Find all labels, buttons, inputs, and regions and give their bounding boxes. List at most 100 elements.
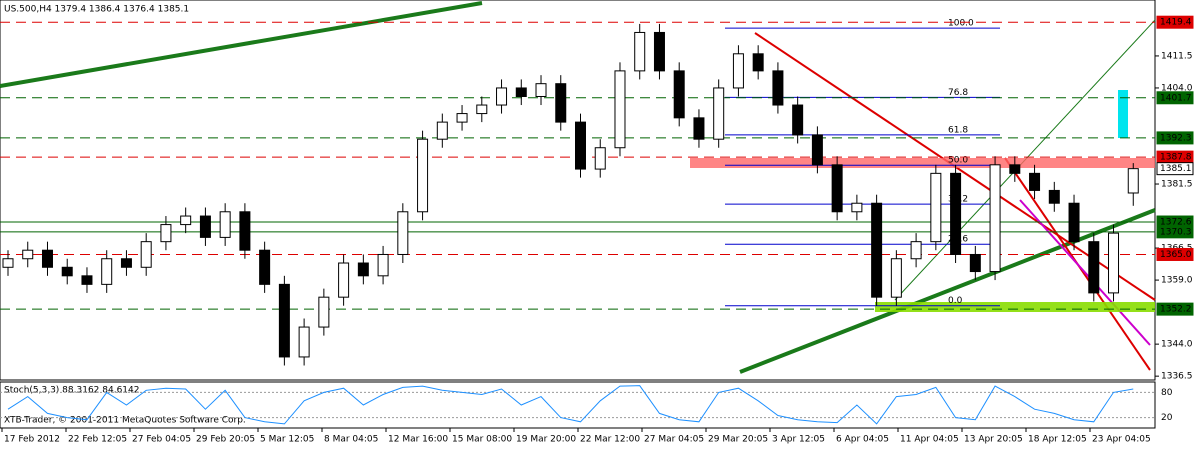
fibo-label: 0.0 bbox=[948, 296, 963, 306]
candle-body bbox=[180, 215, 192, 226]
x-tick-label: 11 Apr 04:05 bbox=[900, 435, 959, 445]
y-tick-label: 1411.5 bbox=[1161, 51, 1193, 61]
fibo-label: 50.0 bbox=[948, 156, 968, 166]
x-tick-label: 27 Mar 04:05 bbox=[644, 435, 704, 445]
level-label: 1365.0 bbox=[1160, 250, 1192, 260]
candle-body bbox=[259, 249, 271, 285]
y-tick-label: 1336.5 bbox=[1161, 372, 1193, 382]
level-box bbox=[1156, 225, 1194, 239]
x-tick-label: 29 Feb 20:05 bbox=[196, 435, 255, 445]
chart-title: US.500,H4 1379.4 1386.4 1376.4 1385.1 bbox=[4, 5, 189, 15]
candle-body bbox=[555, 83, 567, 123]
candle-body bbox=[278, 283, 290, 358]
candle-body bbox=[634, 31, 646, 72]
x-tick-label: 18 Apr 12:05 bbox=[1028, 435, 1087, 445]
fibo-label: 61.8 bbox=[948, 125, 968, 135]
candle-body bbox=[81, 275, 93, 285]
candle-body bbox=[1088, 241, 1100, 294]
candle-body bbox=[1068, 202, 1080, 243]
candle-body bbox=[397, 211, 409, 255]
level-label: 1387.8 bbox=[1160, 153, 1192, 163]
fibo-label: 100.0 bbox=[948, 19, 974, 29]
candle-body bbox=[338, 262, 350, 298]
candle-body bbox=[693, 117, 705, 140]
main-pane bbox=[0, 0, 1156, 381]
candle-body bbox=[61, 266, 73, 277]
x-tick-label: 13 Apr 20:05 bbox=[964, 435, 1023, 445]
candle-body bbox=[417, 138, 429, 213]
candle-body bbox=[101, 258, 113, 285]
trendlines bbox=[0, 1, 1156, 374]
candle-body bbox=[1029, 172, 1041, 191]
candle-body bbox=[22, 249, 34, 260]
candle-body bbox=[436, 121, 448, 140]
level-label: 1392.3 bbox=[1160, 133, 1192, 143]
stoch-tick-label: 20 bbox=[1161, 413, 1173, 423]
candle-body bbox=[792, 104, 804, 136]
candle-body bbox=[1048, 189, 1060, 204]
candle-body bbox=[357, 262, 369, 277]
y-tick-label: 1344.0 bbox=[1161, 340, 1193, 350]
candle-body bbox=[950, 172, 962, 255]
fibo-label: 76.8 bbox=[948, 88, 968, 98]
x-tick-label: 27 Feb 04:05 bbox=[132, 435, 191, 445]
stoch-label: Stoch(5,3,3) 88.3162 84.6142 bbox=[4, 386, 139, 396]
level-label: 1370.3 bbox=[1160, 227, 1192, 237]
candle-body bbox=[1108, 232, 1120, 294]
x-tick-label: 8 Mar 04:05 bbox=[324, 435, 378, 445]
candle-body bbox=[713, 87, 725, 140]
level-box bbox=[1156, 302, 1194, 316]
candle-body bbox=[989, 164, 1001, 273]
candle-body bbox=[772, 70, 784, 106]
candle-body bbox=[890, 258, 902, 298]
candle-body bbox=[811, 134, 823, 166]
candle-body bbox=[752, 53, 764, 72]
level-label: 1372.6 bbox=[1160, 218, 1192, 228]
candle-body bbox=[673, 70, 685, 119]
level-label: 1401.7 bbox=[1160, 93, 1192, 103]
level-box bbox=[1156, 247, 1194, 261]
stoch-tick-label: 80 bbox=[1161, 388, 1173, 398]
candle-body bbox=[318, 296, 330, 328]
candle-body bbox=[120, 258, 132, 268]
candle-body bbox=[515, 87, 527, 97]
candle-body bbox=[930, 172, 942, 243]
candle-body bbox=[594, 147, 606, 170]
footer: XTB-Trader, © 2001-2011 MetaQuotes Softw… bbox=[4, 416, 246, 426]
candle-body bbox=[653, 31, 665, 72]
candle-body bbox=[219, 211, 231, 238]
level-box bbox=[1156, 131, 1194, 145]
candle-body bbox=[2, 258, 14, 268]
x-tick-label: 22 Mar 12:00 bbox=[580, 435, 640, 445]
level-box bbox=[1156, 162, 1194, 176]
candle-body bbox=[456, 113, 468, 123]
candle-body bbox=[732, 53, 744, 89]
stoch-line bbox=[7, 385, 1134, 425]
candle-body bbox=[476, 104, 488, 115]
level-label: 1419.4 bbox=[1160, 18, 1192, 28]
candle-body bbox=[535, 83, 547, 97]
candle-body bbox=[377, 253, 389, 277]
x-tick-label: 15 Mar 08:00 bbox=[452, 435, 512, 445]
x-tick-label: 6 Apr 04:05 bbox=[836, 435, 889, 445]
candle-body bbox=[910, 241, 922, 260]
candle-body bbox=[851, 202, 863, 213]
x-tick-label: 22 Feb 12:05 bbox=[68, 435, 127, 445]
x-tick-label: 12 Mar 16:00 bbox=[388, 435, 448, 445]
candle-body bbox=[969, 253, 981, 273]
level-label: 1352.2 bbox=[1160, 305, 1192, 315]
x-tick-label: 23 Apr 04:05 bbox=[1092, 435, 1151, 445]
y-tick-label: 1404.0 bbox=[1161, 83, 1193, 93]
x-tick-label: 17 Feb 2012 bbox=[4, 435, 60, 445]
candle-body bbox=[831, 164, 843, 213]
x-tick-label: 5 Mar 12:05 bbox=[260, 435, 314, 445]
x-tick-label: 29 Mar 20:05 bbox=[708, 435, 768, 445]
level-box bbox=[1156, 91, 1194, 105]
x-tick-label: 3 Apr 12:05 bbox=[772, 435, 825, 445]
candle-body bbox=[871, 202, 883, 298]
x-tick-label: 19 Mar 20:00 bbox=[516, 435, 576, 445]
y-tick-label: 1359.0 bbox=[1161, 276, 1193, 286]
y-tick-label: 1381.5 bbox=[1161, 180, 1193, 190]
level-label: 1385.1 bbox=[1160, 164, 1192, 174]
candle-body bbox=[575, 121, 586, 170]
